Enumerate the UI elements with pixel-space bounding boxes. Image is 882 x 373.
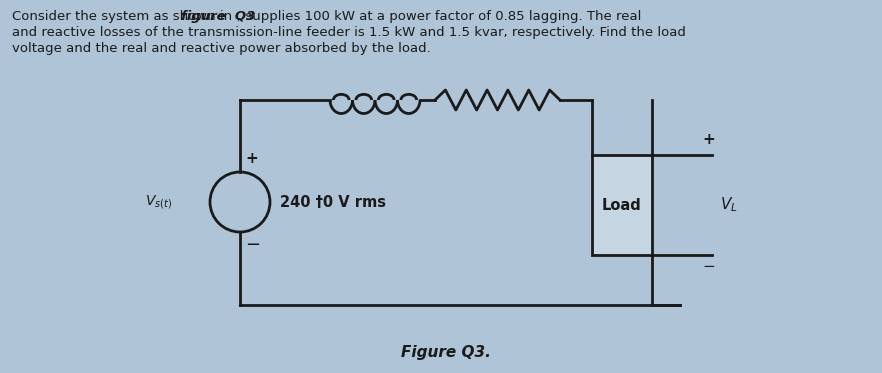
Bar (592, 155, 652, 255)
Text: +: + (245, 151, 258, 166)
Text: Figure Q3.: Figure Q3. (401, 345, 491, 360)
Text: voltage and the real and reactive power absorbed by the load.: voltage and the real and reactive power … (12, 42, 430, 55)
Text: $\mathit{V}_{s(t)}$: $\mathit{V}_{s(t)}$ (145, 193, 172, 211)
Text: $V_L$: $V_L$ (720, 196, 737, 214)
Text: −: − (702, 259, 714, 274)
Text: +: + (702, 132, 714, 147)
Text: figure  Q3: figure Q3 (181, 10, 255, 23)
Text: 240 †0 V rms: 240 †0 V rms (280, 194, 386, 210)
Text: , supplies 100 kW at a power factor of 0.85 lagging. The real: , supplies 100 kW at a power factor of 0… (237, 10, 642, 23)
Text: −: − (245, 236, 260, 254)
Text: and reactive losses of the transmission-line feeder is 1.5 kW and 1.5 kvar, resp: and reactive losses of the transmission-… (12, 26, 686, 39)
Text: Consider the system as shown in: Consider the system as shown in (12, 10, 236, 23)
Text: Load: Load (602, 197, 642, 213)
